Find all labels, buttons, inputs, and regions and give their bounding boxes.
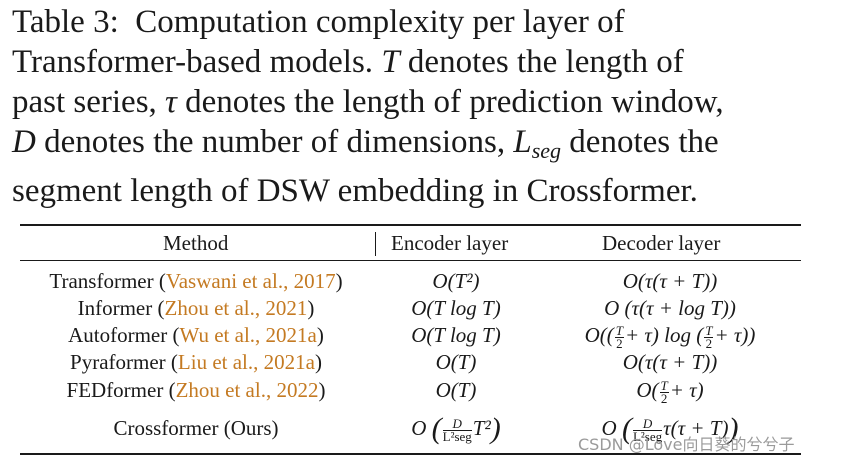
encoder-cell: O(T) [435, 350, 477, 374]
decoder-cell: O (D L²seg τ(τ + T)) [601, 412, 739, 445]
header-encoder: Encoder layer [391, 231, 509, 255]
table-row: Crossformer (Ours) O (D L²seg T²) O (D L²se… [0, 410, 843, 446]
watermark: CSDN @Love向日葵的兮兮子 [578, 435, 795, 454]
table-row: Pyraformer (Liu et al., 2021a) O(T) O(τ(… [0, 348, 843, 376]
decoder-cell: O(τ(τ + T)) [622, 269, 718, 293]
table-caption: Table 3: Computation complexity per laye… [12, 2, 837, 211]
method-cell: Pyraformer (Liu et al., 2021a) [70, 350, 322, 374]
citation-link[interactable]: Vaswani et al., 2017 [165, 269, 336, 293]
fraction: D L²seg [632, 415, 663, 444]
header-decoder: Decoder layer [602, 231, 721, 255]
table-row: FEDformer (Zhou et al., 2022) O(T) O(T 2 +… [0, 376, 843, 406]
decoder-cell: O(τ(τ + T)) [622, 350, 718, 374]
method-cell: Informer (Zhou et al., 2021) [77, 296, 315, 320]
header-method: Method [163, 231, 229, 255]
caption-line-2: Transformer-based models. T denotes the … [12, 44, 684, 80]
decoder-cell: O((T 2 + τ) log (T 2 + τ)) [584, 322, 756, 351]
method-cell: Autoformer (Wu et al., 2021a) [68, 323, 324, 347]
bottom-rule [20, 453, 801, 455]
encoder-cell: O(T²) [432, 269, 480, 293]
column-separator [375, 232, 376, 256]
table-row: Informer (Zhou et al., 2021) O(T log T) … [0, 294, 843, 322]
decoder-cell: O(T 2 + τ) [636, 377, 704, 406]
fraction: D L²seg [442, 415, 472, 444]
table-row: Transformer (Vaswani et al., 2017) O(T²)… [0, 267, 843, 295]
header-rule [20, 260, 801, 261]
encoder-cell: O(T) [435, 378, 477, 402]
citation-link[interactable]: Zhou et al., 2022 [175, 378, 319, 402]
caption-line-3: past series, τ denotes the length of pre… [12, 84, 724, 120]
method-cell: Transformer (Vaswani et al., 2017) [49, 269, 343, 293]
caption-line-5: segment length of DSW embedding in Cross… [12, 173, 698, 209]
citation-link[interactable]: Zhou et al., 2021 [164, 296, 308, 320]
method-cell: Crossformer (Ours) [113, 416, 279, 440]
top-rule [20, 224, 801, 226]
caption-line-4: D denotes the number of dimensions, Lseg… [12, 124, 719, 163]
method-cell: FEDformer (Zhou et al., 2022) [66, 378, 326, 402]
caption-line-1: Table 3: Computation complexity per laye… [12, 4, 625, 40]
encoder-cell: O(T log T) [411, 323, 501, 347]
caption-label: Table 3: [12, 4, 119, 40]
table-row: Autoformer (Wu et al., 2021a) O(T log T)… [0, 321, 843, 351]
encoder-cell: O (D L²seg T²) [411, 412, 501, 445]
encoder-cell: O(T log T) [411, 296, 501, 320]
citation-link[interactable]: Wu et al., 2021a [179, 323, 317, 347]
decoder-cell: O (τ(τ + log T)) [604, 296, 736, 320]
citation-link[interactable]: Liu et al., 2021a [177, 350, 315, 374]
